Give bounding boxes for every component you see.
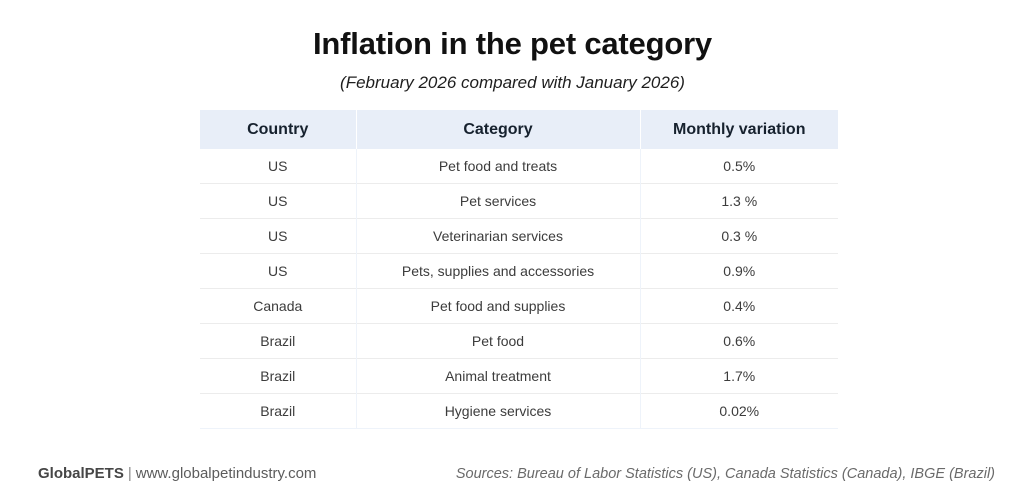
cell-category: Hygiene services [355, 393, 640, 429]
inflation-table: Country Category Monthly variation US Pet… [200, 110, 838, 429]
column-header-category: Category [355, 110, 640, 149]
cell-country: US [200, 183, 356, 219]
brand-name: GlobalPETS [38, 465, 124, 482]
cell-monthly-variation: 0.5% [639, 149, 838, 184]
footer: GlobalPETS | www.globalpetindustry.com Sou… [0, 465, 1025, 482]
cell-monthly-variation: 0.3 % [639, 218, 838, 254]
cell-country: US [200, 218, 356, 254]
column-header-country: Country [200, 110, 356, 149]
table-row: US Veterinarian services 0.3 % [200, 218, 838, 254]
table-row: Brazil Animal treatment 1.7% [200, 358, 838, 394]
table-row: Canada Pet food and supplies 0.4% [200, 288, 838, 324]
table-body: US Pet food and treats 0.5% US Pet services 1… [200, 149, 838, 429]
cell-monthly-variation: 1.3 % [639, 183, 838, 219]
cell-category: Pet food and supplies [355, 288, 640, 324]
column-header-monthly-variation: Monthly variation [639, 110, 838, 149]
table-row: US Pet food and treats 0.5% [200, 149, 838, 184]
cell-monthly-variation: 1.7% [639, 358, 838, 394]
table-row: Brazil Pet food 0.6% [200, 323, 838, 359]
page-subtitle: (February 2026 compared with January 202… [340, 73, 685, 92]
cell-category: Veterinarian services [355, 218, 640, 254]
table-row: US Pets, supplies and accessories 0.9% [200, 253, 838, 289]
cell-category: Pet services [355, 183, 640, 219]
inflation-table-container: Country Category Monthly variation US Pet… [200, 110, 838, 429]
table-header-row: Country Category Monthly variation [200, 110, 838, 149]
cell-category: Pet food and treats [355, 149, 640, 184]
cell-category: Pet food [355, 323, 640, 359]
cell-monthly-variation: 0.6% [639, 323, 838, 359]
page-title: Inflation in the pet category [313, 26, 712, 61]
cell-monthly-variation: 0.9% [639, 253, 838, 289]
cell-category: Animal treatment [355, 358, 640, 394]
sources-text: Sources: Bureau of Labor Statistics (US)… [455, 466, 995, 482]
cell-country: US [200, 253, 356, 289]
cell-country: Brazil [200, 323, 356, 359]
table-row: US Pet services 1.3 % [200, 183, 838, 219]
cell-country: Brazil [200, 393, 356, 429]
brand-website: www.globalpetindustry.com [135, 465, 317, 482]
footer-branding: GlobalPETS | www.globalpetindustry.com [38, 465, 316, 482]
cell-monthly-variation: 0.02% [639, 393, 838, 429]
cell-monthly-variation: 0.4% [639, 288, 838, 324]
cell-category: Pets, supplies and accessories [355, 253, 640, 289]
cell-country: Brazil [200, 358, 356, 394]
brand-separator: | [127, 465, 132, 482]
table-row: Brazil Hygiene services 0.02% [200, 393, 838, 429]
cell-country: Canada [200, 288, 356, 324]
cell-country: US [200, 149, 356, 184]
